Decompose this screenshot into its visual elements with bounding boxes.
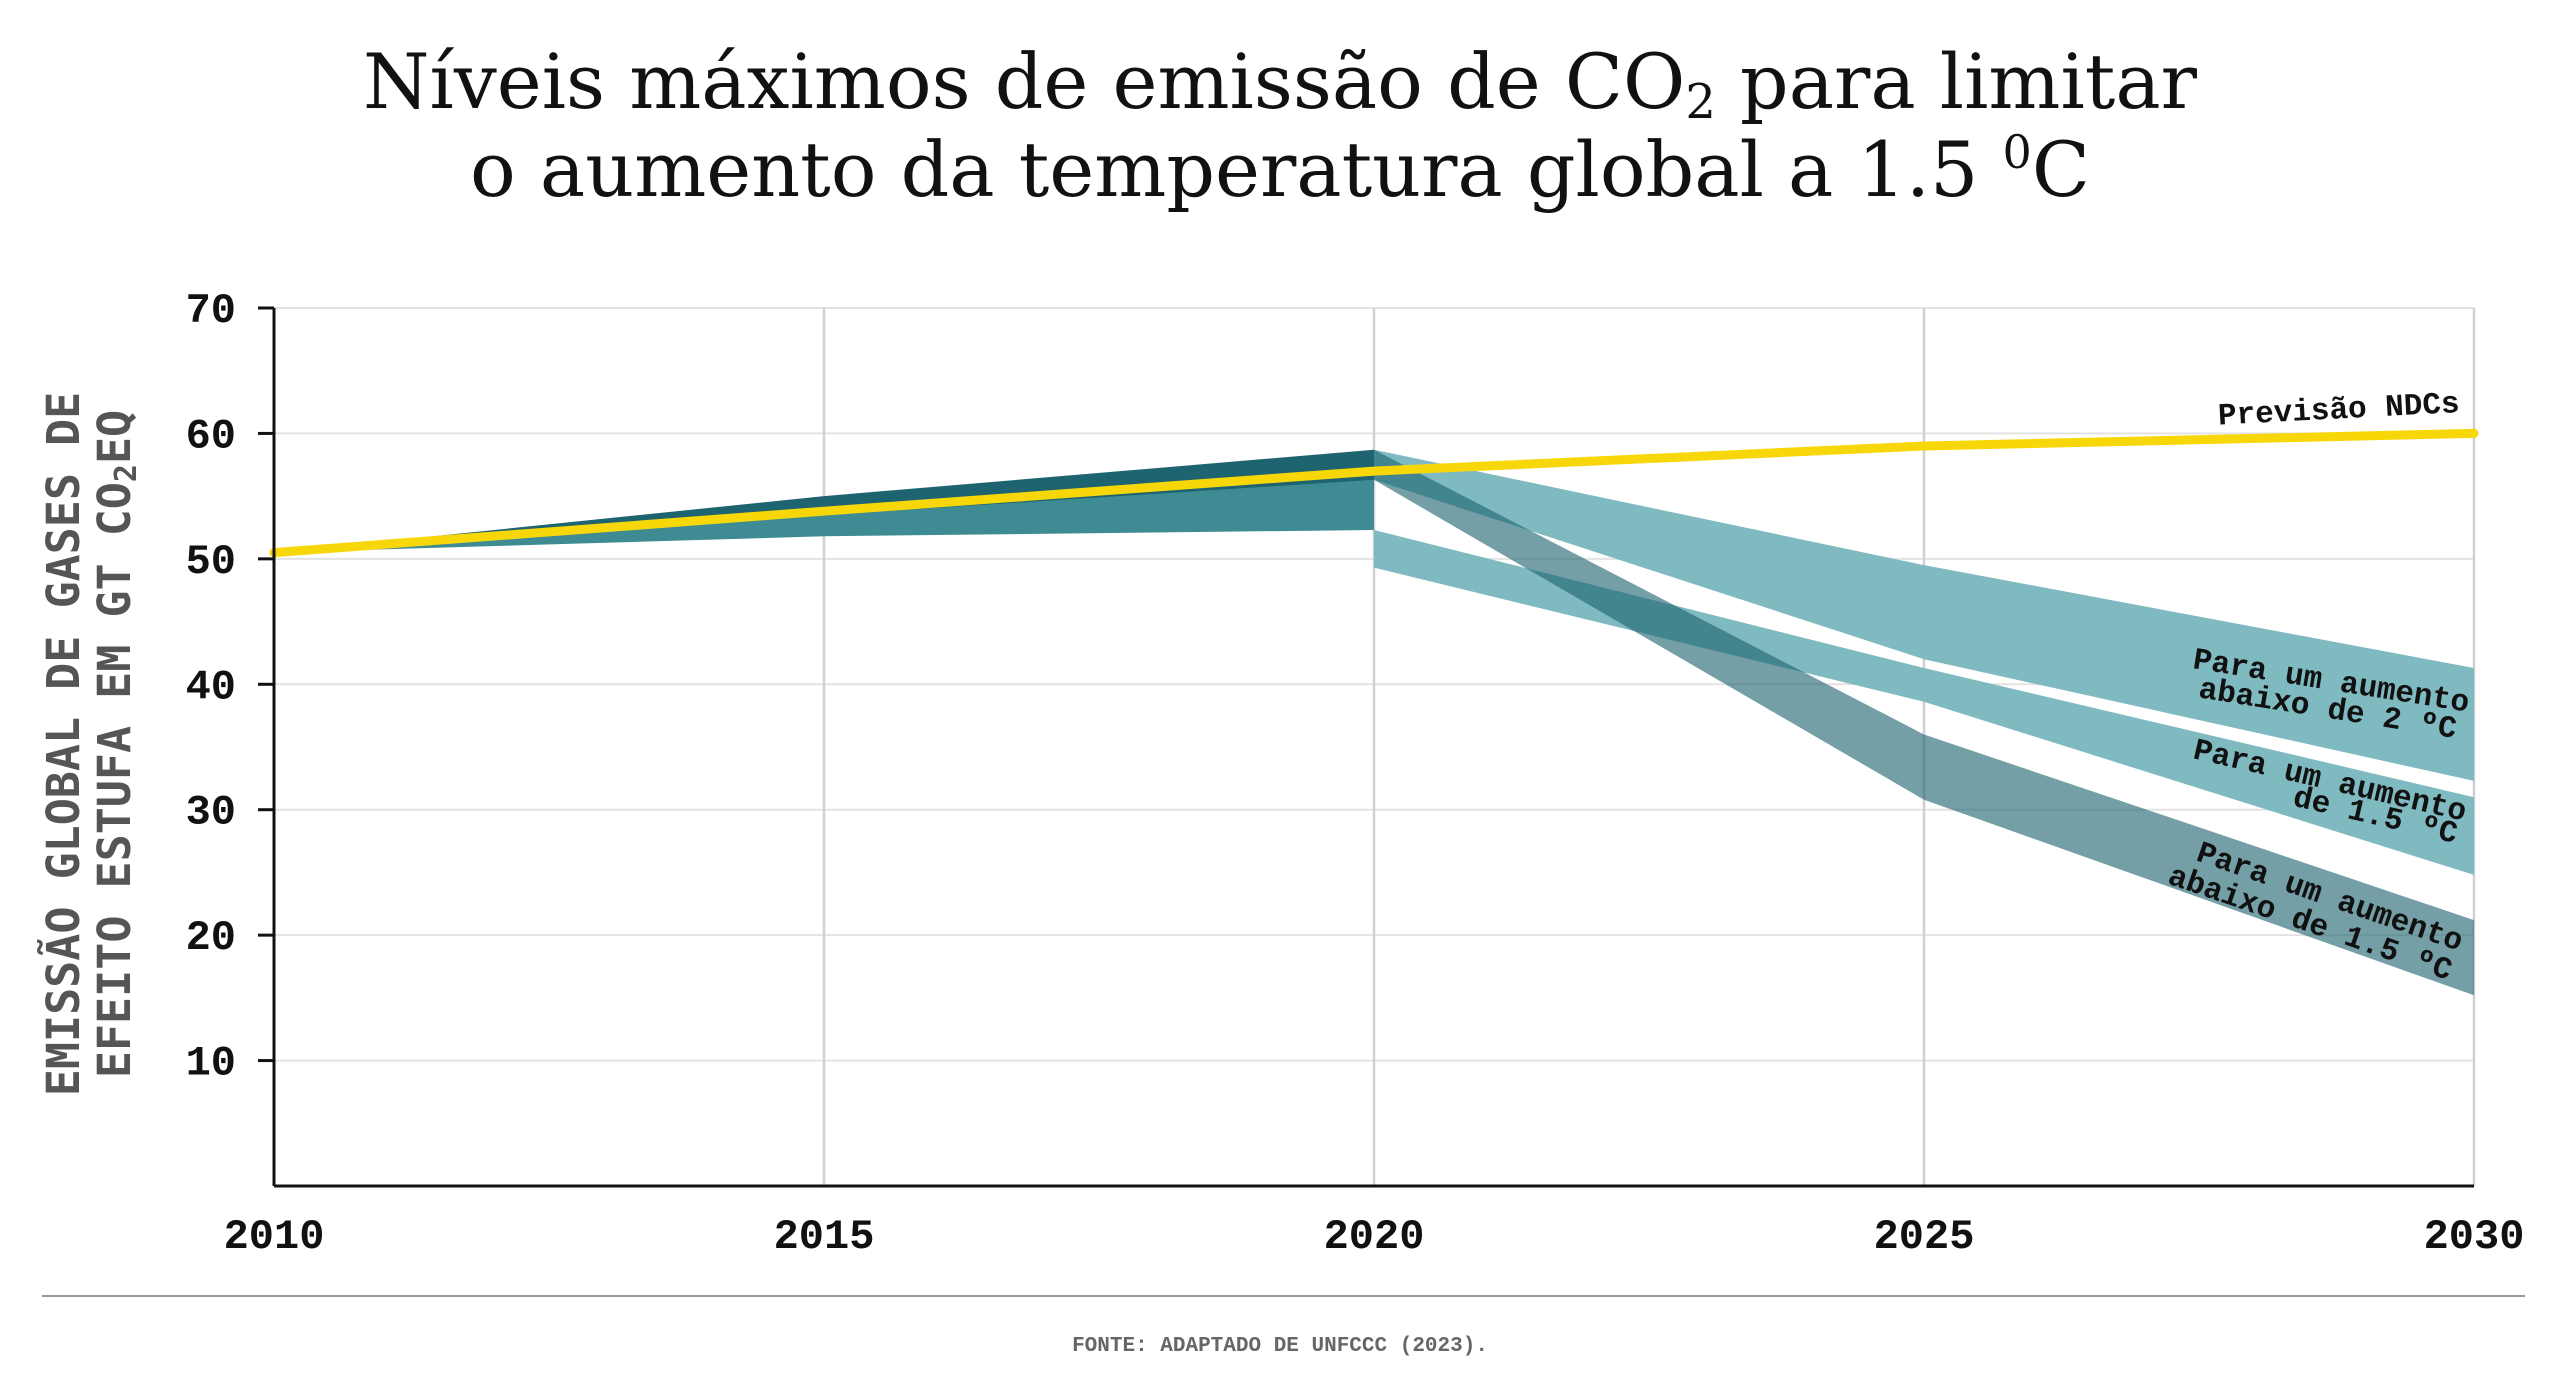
- source-note: FONTE: ADAPTADO DE UNFCCC (2023).: [1072, 1335, 1488, 1358]
- y-tick-label: 50: [186, 538, 236, 586]
- y-tick-label: 10: [186, 1040, 236, 1088]
- band-historic-upper: [274, 449, 1374, 553]
- y-axis-label-line-2: EFEITO ESTUFA EM GT CO2EQ: [88, 410, 144, 1078]
- chart-title-line-2: o aumento da temperatura global a 1.5 0C: [470, 125, 2090, 214]
- y-tick-label: 30: [186, 789, 236, 837]
- y-tick-label: 70: [186, 287, 236, 335]
- x-tick-label: 2010: [224, 1213, 325, 1261]
- x-tick-label: 2020: [1324, 1213, 1425, 1261]
- y-tick-label: 40: [186, 663, 236, 711]
- annotation-ndc: Previsão NDCs: [2217, 387, 2460, 435]
- band-below-1-5c: [1374, 449, 2474, 996]
- x-tick-label: 2030: [2424, 1213, 2525, 1261]
- chart-title-line-1: Níveis máximos de emissão de CO2 para li…: [363, 37, 2198, 130]
- y-tick-label: 20: [186, 914, 236, 962]
- axis-layer: [258, 306, 2474, 1188]
- y-axis-label-line-1: EMISSÃO GLOBAL DE GASES DE: [37, 392, 90, 1096]
- y-tick-label: 60: [186, 412, 236, 460]
- line-layer: [269, 428, 2479, 558]
- x-tick-label: 2025: [1874, 1213, 1975, 1261]
- ndc-forecast-line: [269, 428, 2479, 558]
- band-below-2c: [1374, 449, 2474, 781]
- x-tick-label: 2015: [774, 1213, 875, 1261]
